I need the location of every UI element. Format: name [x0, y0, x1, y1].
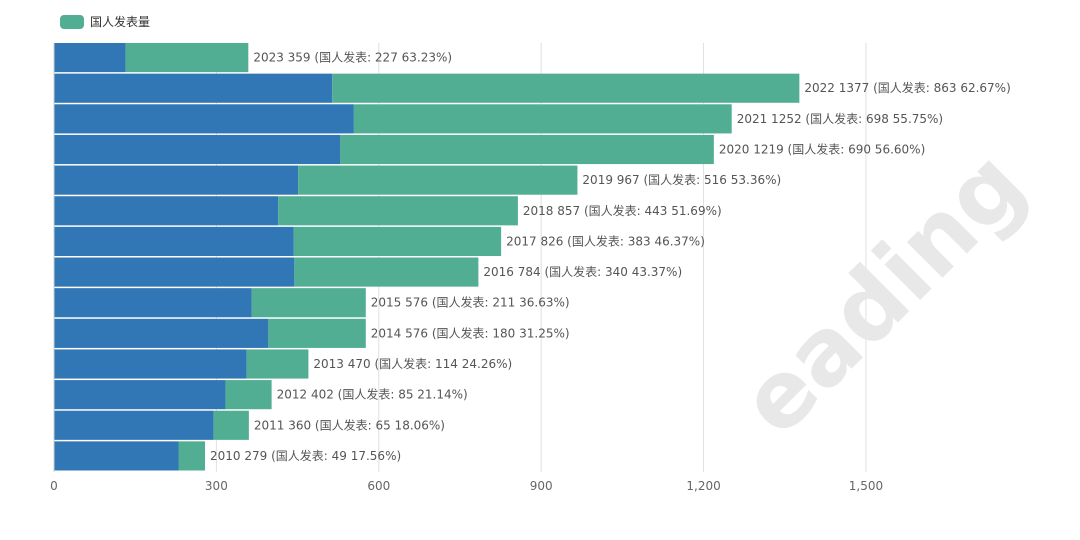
bar-data-label: 2016 784 (国人发表: 340 43.37%) [483, 264, 682, 279]
bar-data-label: 2021 1252 (国人发表: 698 55.75%) [737, 111, 943, 126]
x-tick-label: 0 [50, 479, 58, 493]
bar-data-label: 2017 826 (国人发表: 383 46.37%) [506, 233, 705, 248]
bar-data-label: 2019 967 (国人发表: 516 53.36%) [582, 172, 781, 187]
bar-segment-domestic[interactable] [353, 104, 732, 134]
bar-segment-domestic[interactable] [251, 288, 366, 318]
bar-segment-base[interactable] [54, 318, 269, 348]
bar-segment-base[interactable] [54, 43, 126, 73]
bar-segment-domestic[interactable] [246, 349, 309, 379]
bar-segment-domestic[interactable] [332, 73, 800, 103]
bar-segment-base[interactable] [54, 104, 354, 134]
bar-segment-domestic[interactable] [278, 196, 518, 226]
bar-segment-domestic[interactable] [125, 43, 249, 73]
bar-segment-base[interactable] [54, 73, 333, 103]
bar-data-label: 2010 279 (国人发表: 49 17.56%) [210, 448, 401, 463]
x-tick-label: 1,500 [849, 479, 883, 493]
x-tick-label: 900 [530, 479, 553, 493]
bar-data-label: 2023 359 (国人发表: 227 63.23%) [253, 50, 452, 65]
x-tick-label: 1,200 [686, 479, 720, 493]
legend-swatch[interactable] [60, 14, 84, 29]
bar-data-label: 2014 576 (国人发表: 180 31.25%) [371, 325, 570, 340]
bar-data-label: 2018 857 (国人发表: 443 51.69%) [523, 203, 722, 218]
bar-data-label: 2013 470 (国人发表: 114 24.26%) [313, 356, 512, 371]
bar-segment-base[interactable] [54, 349, 247, 379]
bar-segment-domestic[interactable] [268, 318, 366, 348]
bar-segment-base[interactable] [54, 380, 226, 410]
bar-segment-base[interactable] [54, 288, 252, 318]
bar-data-label: 2012 402 (国人发表: 85 21.14%) [277, 387, 468, 402]
bar-segment-base[interactable] [54, 165, 299, 195]
bar-segment-domestic[interactable] [294, 257, 479, 287]
bar-segment-domestic[interactable] [213, 410, 249, 440]
bar-segment-base[interactable] [54, 257, 295, 287]
data-labels: 2023 359 (国人发表: 227 63.23%) 2022 1377 (国人… [210, 50, 1011, 463]
bar-segment-base[interactable] [54, 134, 341, 165]
bar-segment-base[interactable] [54, 410, 214, 440]
bars [54, 43, 800, 471]
x-tick-label: 600 [367, 479, 390, 493]
legend[interactable]: 国人发表量 [60, 13, 150, 30]
bar-segment-domestic[interactable] [225, 380, 272, 410]
bar-data-label: 2015 576 (国人发表: 211 36.63%) [371, 295, 570, 310]
bar-segment-base[interactable] [54, 196, 279, 226]
bar-segment-domestic[interactable] [293, 226, 502, 256]
bar-segment-base[interactable] [54, 441, 179, 471]
bar-segment-base[interactable] [54, 226, 294, 256]
bar-data-label: 2020 1219 (国人发表: 690 56.60%) [719, 142, 925, 157]
bar-data-label: 2022 1377 (国人发表: 863 62.67%) [804, 80, 1010, 95]
bar-segment-domestic[interactable] [178, 441, 206, 471]
bar-data-label: 2011 360 (国人发表: 65 18.06%) [254, 417, 445, 432]
x-axis: 0 300 600 900 1,200 1,500 [50, 43, 883, 493]
legend-label[interactable]: 国人发表量 [90, 15, 151, 29]
bar-segment-domestic[interactable] [298, 165, 578, 195]
x-tick-label: 300 [205, 479, 228, 493]
bar-segment-domestic[interactable] [340, 134, 714, 165]
